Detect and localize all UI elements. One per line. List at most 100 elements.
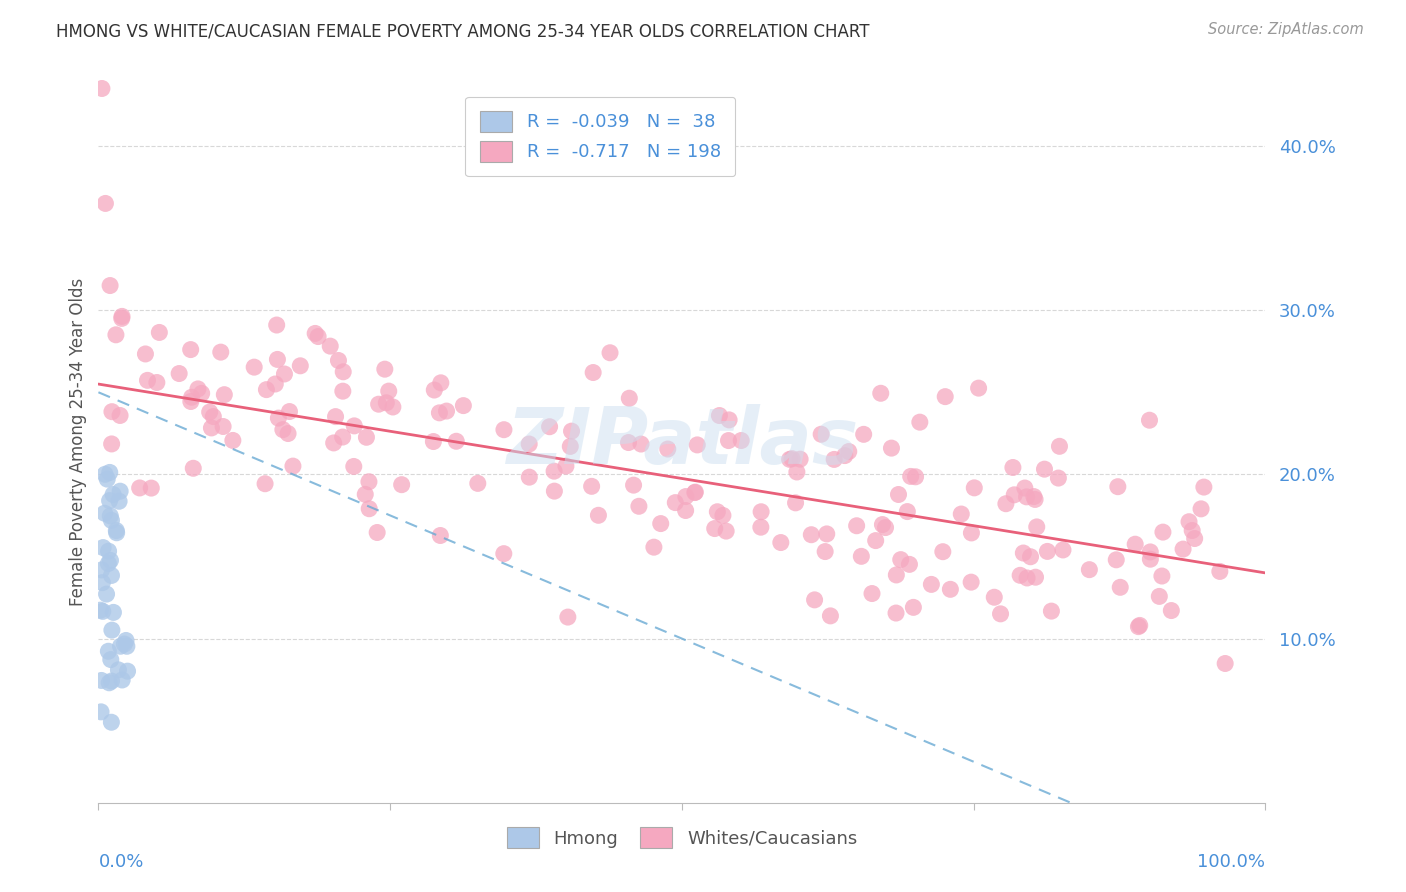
Point xyxy=(91,541,114,555)
Point xyxy=(1036,544,1059,558)
Point xyxy=(664,495,686,509)
Point xyxy=(803,592,825,607)
Point xyxy=(243,360,266,375)
Point xyxy=(934,390,956,404)
Point xyxy=(779,452,801,467)
Point xyxy=(375,396,398,410)
Point xyxy=(900,469,922,483)
Point xyxy=(107,663,129,677)
Point xyxy=(103,606,125,620)
Point xyxy=(1015,490,1038,504)
Point xyxy=(686,438,709,452)
Point xyxy=(100,553,122,567)
Point xyxy=(643,540,665,554)
Point xyxy=(377,384,399,398)
Point xyxy=(1052,543,1074,558)
Point xyxy=(990,607,1012,621)
Point xyxy=(950,507,973,521)
Point xyxy=(91,575,114,590)
Point xyxy=(1128,620,1150,634)
Point xyxy=(875,520,897,534)
Point xyxy=(290,359,312,373)
Point xyxy=(108,484,131,499)
Point xyxy=(115,633,138,648)
Point xyxy=(100,513,122,527)
Point xyxy=(117,664,139,678)
Point xyxy=(1209,565,1232,579)
Point xyxy=(898,558,921,572)
Point xyxy=(1014,481,1036,495)
Point xyxy=(1139,545,1161,559)
Point xyxy=(780,451,803,466)
Point xyxy=(1192,480,1215,494)
Point xyxy=(356,430,378,444)
Point xyxy=(209,345,232,359)
Point xyxy=(100,674,122,689)
Point xyxy=(190,386,212,401)
Point xyxy=(325,409,347,424)
Point xyxy=(1171,542,1194,557)
Point xyxy=(100,568,122,582)
Point xyxy=(115,640,138,654)
Point xyxy=(960,525,983,540)
Y-axis label: Female Poverty Among 25-34 Year Olds: Female Poverty Among 25-34 Year Olds xyxy=(69,277,87,606)
Point xyxy=(886,568,908,582)
Point xyxy=(98,493,121,508)
Point xyxy=(273,367,295,381)
Point xyxy=(423,383,446,397)
Point xyxy=(890,552,912,566)
Point xyxy=(187,382,209,396)
Point xyxy=(769,535,792,549)
Point xyxy=(391,477,413,491)
Point xyxy=(814,544,837,558)
Point xyxy=(307,329,329,343)
Point xyxy=(357,475,380,489)
Point xyxy=(108,494,131,508)
Point xyxy=(429,406,451,420)
Point xyxy=(328,353,350,368)
Point xyxy=(1152,525,1174,540)
Point xyxy=(136,373,159,387)
Point xyxy=(730,434,752,448)
Point xyxy=(717,434,740,448)
Point xyxy=(254,383,277,397)
Point xyxy=(264,376,287,391)
Point xyxy=(820,608,842,623)
Point xyxy=(281,459,304,474)
Point xyxy=(1078,563,1101,577)
Point xyxy=(266,352,288,367)
Point xyxy=(93,506,115,520)
Point xyxy=(896,505,918,519)
Point xyxy=(359,501,381,516)
Point xyxy=(212,419,235,434)
Point xyxy=(1019,549,1042,564)
Point xyxy=(429,528,451,542)
Point xyxy=(332,365,354,379)
Point xyxy=(430,376,453,390)
Point xyxy=(148,326,170,340)
Point xyxy=(1160,603,1182,617)
Point xyxy=(789,452,811,467)
Point xyxy=(1047,471,1070,485)
Point xyxy=(267,411,290,425)
Point xyxy=(101,487,124,501)
Point xyxy=(278,404,301,418)
Point xyxy=(104,327,127,342)
Point xyxy=(101,405,124,419)
Point xyxy=(683,485,706,500)
Point xyxy=(1150,569,1173,583)
Point xyxy=(582,366,605,380)
Point xyxy=(903,600,925,615)
Point xyxy=(492,547,515,561)
Point xyxy=(422,434,444,449)
Point xyxy=(650,516,672,531)
Point xyxy=(538,419,561,434)
Point xyxy=(1189,501,1212,516)
Point xyxy=(111,673,134,687)
Point xyxy=(517,470,540,484)
Point xyxy=(1105,553,1128,567)
Point xyxy=(865,533,887,548)
Point xyxy=(908,415,931,429)
Point xyxy=(91,604,114,618)
Point xyxy=(1015,571,1038,585)
